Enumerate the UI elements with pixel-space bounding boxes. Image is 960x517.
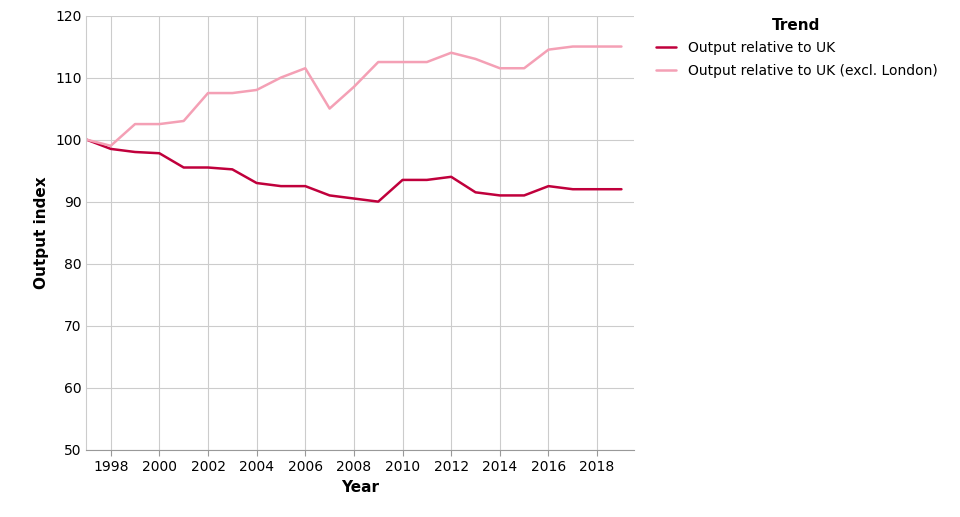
Output relative to UK (excl. London)	[615, 43, 627, 50]
Output relative to UK	[348, 195, 360, 202]
Output relative to UK (excl. London)	[348, 84, 360, 90]
Output relative to UK (excl. London)	[469, 56, 481, 62]
Output relative to UK	[445, 174, 457, 180]
Output relative to UK	[251, 180, 262, 186]
Output relative to UK	[276, 183, 287, 189]
X-axis label: Year: Year	[341, 480, 379, 495]
Output relative to UK	[324, 192, 335, 199]
Output relative to UK	[81, 136, 92, 143]
Output relative to UK	[591, 186, 603, 192]
Output relative to UK	[227, 166, 238, 173]
Output relative to UK (excl. London)	[324, 105, 335, 112]
Output relative to UK (excl. London)	[518, 65, 530, 71]
Output relative to UK (excl. London)	[154, 121, 165, 127]
Output relative to UK	[518, 192, 530, 199]
Output relative to UK (excl. London)	[372, 59, 384, 65]
Y-axis label: Output index: Output index	[35, 176, 50, 289]
Output relative to UK (excl. London)	[591, 43, 603, 50]
Output relative to UK	[105, 146, 116, 152]
Output relative to UK	[372, 199, 384, 205]
Output relative to UK (excl. London)	[251, 87, 262, 93]
Output relative to UK (excl. London)	[105, 143, 116, 149]
Output relative to UK	[178, 164, 189, 171]
Output relative to UK (excl. London)	[81, 136, 92, 143]
Output relative to UK (excl. London)	[494, 65, 506, 71]
Output relative to UK	[130, 149, 141, 155]
Output relative to UK (excl. London)	[276, 74, 287, 81]
Output relative to UK (excl. London)	[300, 65, 311, 71]
Output relative to UK	[469, 189, 481, 195]
Output relative to UK (excl. London)	[227, 90, 238, 96]
Legend: Output relative to UK, Output relative to UK (excl. London): Output relative to UK, Output relative t…	[652, 14, 942, 82]
Output relative to UK	[203, 164, 214, 171]
Output relative to UK	[396, 177, 408, 183]
Line: Output relative to UK: Output relative to UK	[86, 140, 621, 202]
Output relative to UK (excl. London)	[421, 59, 433, 65]
Output relative to UK (excl. London)	[203, 90, 214, 96]
Output relative to UK	[421, 177, 433, 183]
Output relative to UK (excl. London)	[445, 50, 457, 56]
Output relative to UK (excl. London)	[396, 59, 408, 65]
Line: Output relative to UK (excl. London): Output relative to UK (excl. London)	[86, 47, 621, 146]
Output relative to UK (excl. London)	[178, 118, 189, 124]
Output relative to UK (excl. London)	[542, 47, 554, 53]
Output relative to UK (excl. London)	[130, 121, 141, 127]
Output relative to UK	[615, 186, 627, 192]
Output relative to UK	[494, 192, 506, 199]
Output relative to UK	[542, 183, 554, 189]
Output relative to UK	[154, 150, 165, 156]
Output relative to UK	[300, 183, 311, 189]
Output relative to UK (excl. London)	[567, 43, 579, 50]
Output relative to UK	[567, 186, 579, 192]
